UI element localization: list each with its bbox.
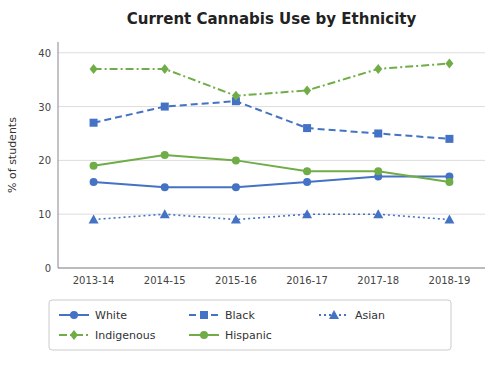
data-point	[161, 103, 169, 111]
grid-line	[58, 268, 485, 269]
x-axis-line	[58, 268, 485, 269]
series-line	[94, 214, 450, 219]
grid-line	[58, 52, 485, 53]
data-point	[161, 183, 169, 191]
data-point	[160, 209, 170, 218]
x-tick-label: 2017-18	[357, 275, 399, 286]
legend: White Black Asian Indigenous Hispanic	[49, 300, 451, 350]
legend-marker	[70, 330, 78, 340]
series	[90, 59, 454, 101]
data-point	[373, 209, 383, 218]
legend-marker	[200, 331, 208, 339]
data-point	[232, 183, 240, 191]
legend-marker	[70, 311, 78, 319]
data-point	[445, 178, 453, 186]
data-point	[303, 124, 311, 132]
series-line	[94, 64, 450, 96]
data-point	[445, 59, 453, 69]
y-tick-label: 40	[38, 48, 51, 59]
legend-box	[49, 300, 451, 350]
grid	[58, 53, 485, 268]
series	[89, 209, 455, 223]
data-point	[232, 156, 240, 164]
legend-label: Indigenous	[95, 329, 156, 342]
chart-container: Current Cannabis Use by Ethnicity % of st…	[0, 0, 500, 378]
title: Current Cannabis Use by Ethnicity	[127, 10, 417, 28]
data-point	[302, 209, 312, 218]
legend-label: White	[95, 309, 127, 322]
x-tick-label: 2016-17	[286, 275, 328, 286]
x-tick-label: 2013-14	[73, 275, 115, 286]
legend-label: Hispanic	[225, 329, 272, 342]
y-tick-label: 30	[38, 102, 51, 113]
y-tick-label: 10	[38, 209, 51, 220]
data-point	[445, 135, 453, 143]
series-line	[94, 101, 450, 139]
data-point	[90, 162, 98, 170]
chart-svg: Current Cannabis Use by Ethnicity % of st…	[0, 0, 500, 378]
series-line	[94, 155, 450, 182]
x-tick-label: 2018-19	[429, 275, 471, 286]
x-tick-label: 2014-15	[144, 275, 186, 286]
legend-label: Black	[225, 309, 255, 322]
plot-area	[89, 59, 455, 224]
y-tick-label: 20	[38, 155, 51, 166]
data-point	[374, 167, 382, 175]
legend-label: Asian	[355, 309, 385, 322]
y-axis-label: % of students	[6, 117, 19, 193]
y-tick-label: 0	[45, 263, 51, 274]
grid-line	[58, 106, 485, 107]
series	[90, 97, 454, 143]
y-axis-line	[58, 42, 59, 268]
data-point	[161, 151, 169, 159]
data-point	[303, 85, 311, 95]
data-point	[374, 129, 382, 137]
data-point	[444, 215, 454, 224]
data-point	[232, 91, 240, 101]
data-point	[89, 215, 99, 224]
data-point	[90, 64, 98, 74]
data-point	[90, 119, 98, 127]
series	[90, 173, 454, 192]
data-point	[303, 167, 311, 175]
data-point	[303, 178, 311, 186]
legend-marker	[200, 311, 208, 319]
legend-marker	[329, 310, 339, 319]
series	[90, 151, 454, 186]
x-tick-label: 2015-16	[215, 275, 257, 286]
data-point	[90, 178, 98, 186]
data-point	[231, 215, 241, 224]
data-point	[161, 64, 169, 74]
series-line	[94, 177, 450, 188]
data-point	[374, 64, 382, 74]
grid-line	[58, 214, 485, 215]
